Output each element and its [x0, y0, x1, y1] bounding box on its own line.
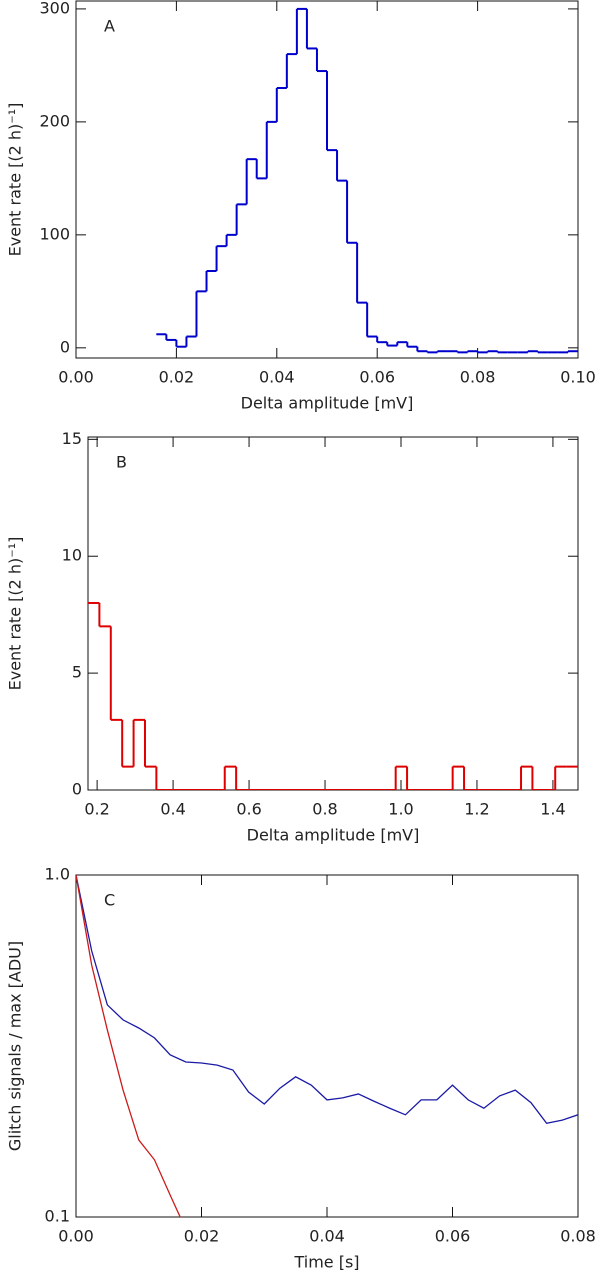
- y-tick-label: 10: [62, 546, 82, 565]
- y-tick-label: 0.1: [45, 1207, 70, 1226]
- y-tick-label: 300: [39, 0, 70, 17]
- x-tick-label: 1.4: [540, 800, 565, 819]
- panel: 0.00 0.02 0.04 0.06 0.08 1.0 0.1 C Time [s] Glitc…: [6, 865, 596, 1272]
- x-tick-label: 0.00: [58, 368, 94, 387]
- y-tick-label: 5: [72, 663, 82, 682]
- x-tick-label: 0.02: [159, 368, 195, 387]
- y-tick-label: 0: [72, 780, 82, 799]
- x-tick-label: 0.06: [435, 1227, 471, 1246]
- plot-frame: [75, 0, 579, 359]
- x-tick-label: 0.10: [560, 368, 596, 387]
- y-tick-label: 0: [60, 337, 70, 356]
- x-tick-label: 0.06: [359, 368, 395, 387]
- x-axis-label: Time [s]: [293, 1253, 359, 1272]
- x-tick-label: 1.0: [388, 800, 413, 819]
- x-tick-label: 0.02: [184, 1227, 220, 1246]
- plot-frame: [75, 874, 579, 1218]
- x-tick-label: 0.2: [84, 800, 109, 819]
- x-axis-label: Delta amplitude [mV]: [247, 826, 420, 845]
- plot-frame: [87, 436, 579, 791]
- y-tick-label: 100: [39, 224, 70, 243]
- x-tick-label: 0.04: [259, 368, 295, 387]
- plot-area: [88, 601, 578, 790]
- panel: 0.2 0.4 0.6 0.8 1.0 1.2 1.4 0 5 10 15 B Delta amplit…: [6, 429, 579, 845]
- series-line: [76, 875, 181, 1217]
- y-tick-label: 15: [62, 429, 82, 448]
- y-axis-label: Glitch signals / max [ADU]: [6, 941, 25, 1151]
- x-tick-label: 0.08: [560, 1227, 596, 1246]
- y-tick-label: 1.0: [45, 865, 70, 884]
- y-tick-label: 200: [39, 111, 70, 130]
- x-axis-label: Delta amplitude [mV]: [241, 394, 414, 413]
- y-axis-label: Event rate [(2 h)⁻¹]: [6, 537, 25, 691]
- x-tick-label: 0.08: [460, 368, 496, 387]
- x-tick-label: 0.04: [309, 1227, 345, 1246]
- x-tick-label: 0.8: [312, 800, 337, 819]
- panel-label: B: [116, 453, 127, 472]
- x-tick-label: 0.00: [58, 1227, 94, 1246]
- series-line: [76, 875, 578, 1124]
- x-tick-label: 1.2: [464, 800, 489, 819]
- x-tick-label: 0.4: [160, 800, 185, 819]
- plot-area: [76, 875, 578, 1217]
- panel-label: A: [104, 17, 115, 36]
- plot-area: [156, 7, 578, 354]
- panel-label: C: [104, 891, 115, 910]
- x-tick-label: 0.6: [236, 800, 261, 819]
- panel: 0.00 0.02 0.04 0.06 0.08 0.10 0 100 200 300 A Delta…: [6, 0, 596, 413]
- y-axis-label: Event rate [(2 h)⁻¹]: [6, 103, 25, 257]
